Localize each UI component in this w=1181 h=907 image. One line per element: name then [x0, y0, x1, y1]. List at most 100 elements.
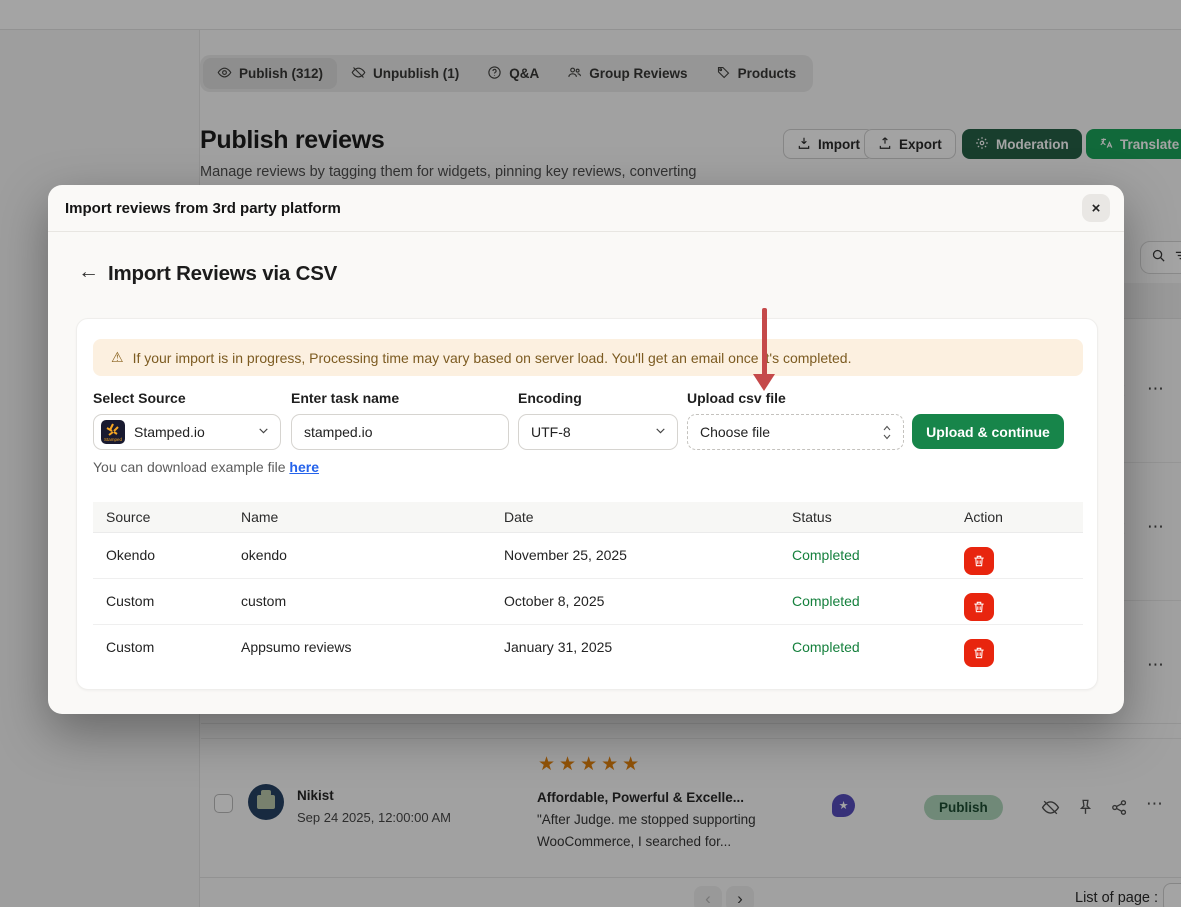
translate-button[interactable]: Translate — [1086, 129, 1181, 159]
review-date: Sep 24 2025, 12:00:00 AM — [297, 810, 451, 825]
delete-button[interactable] — [964, 639, 994, 667]
eye-icon — [217, 65, 232, 83]
cell-date: November 25, 2025 — [504, 547, 627, 563]
cell-date: January 31, 2025 — [504, 639, 613, 655]
import-label: Import — [818, 136, 860, 152]
pin-icon[interactable] — [1076, 798, 1095, 817]
row-divider — [201, 738, 1181, 739]
more-icon[interactable]: ⋯ — [1147, 379, 1165, 398]
delete-button[interactable] — [964, 547, 994, 575]
modal-title: Import reviews from 3rd party platform — [65, 200, 341, 217]
review-tabs: Publish (312) Unpublish (1) Q&A Group Re… — [200, 55, 814, 92]
col-action: Action — [964, 509, 1003, 525]
status-badge: Completed — [792, 593, 860, 609]
task-name-value: stamped.io — [304, 424, 373, 440]
more-icon[interactable]: ⋯ — [1147, 655, 1165, 674]
svg-text:Stamped: Stamped — [104, 437, 123, 442]
unpublish-icon[interactable] — [1041, 798, 1060, 817]
task-name-field[interactable]: stamped.io — [291, 414, 509, 450]
select-source-label: Select Source — [93, 390, 186, 406]
cell-name: Appsumo reviews — [241, 639, 352, 655]
gear-icon — [975, 136, 989, 153]
warning-text: If your import is in progress, Processin… — [132, 349, 852, 366]
delete-button[interactable] — [964, 593, 994, 621]
cell-name: okendo — [241, 547, 287, 563]
tab-label: Q&A — [509, 66, 540, 81]
list-of-page-label: List of page : — [1075, 890, 1159, 906]
cell-name: custom — [241, 593, 287, 609]
status-badge: Completed — [792, 639, 860, 655]
eye-off-icon — [351, 65, 366, 83]
page-number-input[interactable] — [1163, 883, 1181, 907]
moderation-button[interactable]: Moderation — [962, 129, 1082, 159]
table-header-row: Source Name Date Status Action — [93, 502, 1083, 533]
footer-divider — [200, 877, 1181, 878]
prev-page-button[interactable]: ‹ — [694, 886, 722, 907]
more-icon[interactable]: ⋯ — [1147, 517, 1165, 536]
reviewer-name: Nikist — [297, 788, 334, 803]
choose-file-field[interactable]: Choose file — [687, 414, 904, 450]
people-icon — [567, 65, 582, 83]
cell-source: Custom — [106, 639, 155, 655]
question-icon — [487, 65, 502, 83]
chevron-down-icon — [257, 424, 270, 440]
table-row: Okendo okendo November 25, 2025 Complete… — [93, 533, 1083, 579]
encoding-select[interactable]: UTF-8 — [518, 414, 678, 450]
review-title: Affordable, Powerful & Excelle... — [537, 790, 745, 805]
tab-label: Publish (312) — [239, 66, 324, 81]
tab-unpublish[interactable]: Unpublish (1) — [337, 58, 473, 89]
tab-group-reviews[interactable]: Group Reviews — [553, 58, 701, 89]
import-button[interactable]: Import — [783, 129, 874, 159]
top-bar — [0, 0, 1181, 30]
search-icon — [1151, 248, 1166, 268]
stamped-logo: Stamped — [101, 420, 125, 444]
tab-label: Unpublish (1) — [373, 66, 460, 81]
col-source: Source — [106, 509, 151, 525]
export-label: Export — [899, 136, 942, 152]
encoding-value: UTF-8 — [531, 424, 571, 440]
translate-icon — [1099, 136, 1113, 153]
status-badge: Completed — [792, 547, 860, 563]
publish-status-button[interactable]: Publish — [924, 795, 1003, 820]
filter-icon — [1174, 248, 1181, 268]
tab-qa[interactable]: Q&A — [473, 58, 553, 89]
review-body: WooCommerce, I searched for... — [537, 834, 732, 849]
download-example-link[interactable]: here — [289, 459, 319, 475]
translate-label: Translate — [1120, 136, 1180, 152]
stepper-icon — [881, 424, 893, 441]
search-input[interactable] — [1140, 241, 1181, 274]
download-example-line: You can download example file here — [93, 459, 319, 475]
warning-icon: ⚠ — [111, 349, 124, 365]
tag-icon — [716, 65, 731, 83]
close-icon[interactable]: × — [1082, 194, 1110, 222]
review-checkbox[interactable] — [214, 794, 233, 813]
encoding-label: Encoding — [518, 390, 582, 406]
tab-products[interactable]: Products — [702, 58, 811, 89]
star-rating: ★★★★★ — [538, 754, 644, 775]
cell-source: Custom — [106, 593, 155, 609]
tab-label: Products — [737, 66, 797, 81]
col-date: Date — [504, 509, 534, 525]
import-card: ⚠ If your import is in progress, Process… — [76, 318, 1098, 690]
cell-source: Okendo — [106, 547, 156, 563]
export-button[interactable]: Export — [864, 129, 956, 159]
upload-continue-button[interactable]: Upload & continue — [912, 414, 1064, 449]
chevron-down-icon — [654, 424, 667, 440]
import-history-table: Source Name Date Status Action Okendo ok… — [93, 502, 1083, 671]
annotation-arrow — [762, 308, 767, 376]
share-icon[interactable] — [1110, 798, 1129, 817]
next-page-button[interactable]: › — [726, 886, 754, 907]
tab-publish[interactable]: Publish (312) — [203, 58, 338, 89]
download-icon — [797, 136, 811, 153]
back-icon[interactable]: ← — [78, 260, 99, 283]
upload-icon — [878, 136, 892, 153]
modal-header: Import reviews from 3rd party platform × — [48, 185, 1124, 232]
source-select[interactable]: Stamped Stamped.io — [93, 414, 281, 450]
download-text: You can download example file — [93, 459, 290, 475]
modal-heading: Import Reviews via CSV — [108, 262, 338, 285]
page-title: Publish reviews — [200, 126, 385, 154]
cell-date: October 8, 2025 — [504, 593, 605, 609]
import-modal: Import reviews from 3rd party platform ×… — [48, 185, 1124, 714]
more-icon[interactable]: ⋯ — [1146, 794, 1164, 813]
